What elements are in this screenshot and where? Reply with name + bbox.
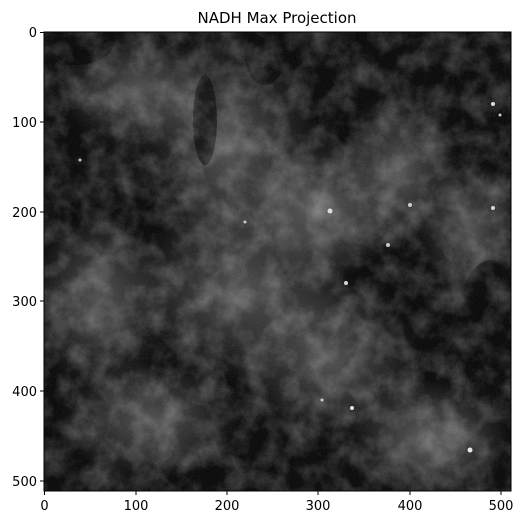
y-tick: 500 <box>12 475 44 490</box>
y-tick: 0 <box>29 26 44 41</box>
x-tick-label: 400 <box>398 499 423 514</box>
y-tick: 100 <box>12 116 44 131</box>
x-tick: 400 <box>398 491 423 514</box>
plot-title: NADH Max Projection <box>197 9 356 27</box>
x-tick-label: 0 <box>40 499 48 514</box>
y-tick: 400 <box>12 385 44 400</box>
plot-frame <box>43 31 512 492</box>
x-axis: 0 100 200 300 400 500 <box>40 491 513 514</box>
y-axis: 0 100 200 300 400 500 <box>12 26 44 490</box>
y-tick-label: 0 <box>29 26 37 41</box>
x-tick: 0 <box>40 491 49 514</box>
x-tick-label: 300 <box>306 499 331 514</box>
y-tick-label: 100 <box>12 116 37 131</box>
x-tick: 500 <box>489 491 514 514</box>
x-tick: 200 <box>215 491 240 514</box>
y-tick-label: 200 <box>12 206 37 221</box>
y-tick-label: 500 <box>12 475 37 490</box>
x-tick: 100 <box>124 491 149 514</box>
x-tick-label: 200 <box>215 499 240 514</box>
x-tick-label: 100 <box>124 499 149 514</box>
y-tick: 200 <box>12 206 44 221</box>
y-tick-label: 300 <box>12 295 37 310</box>
x-tick-label: 500 <box>489 499 514 514</box>
x-tick: 300 <box>306 491 331 514</box>
y-tick: 300 <box>12 295 44 310</box>
y-tick-label: 400 <box>12 385 37 400</box>
microscopy-image <box>44 32 511 491</box>
